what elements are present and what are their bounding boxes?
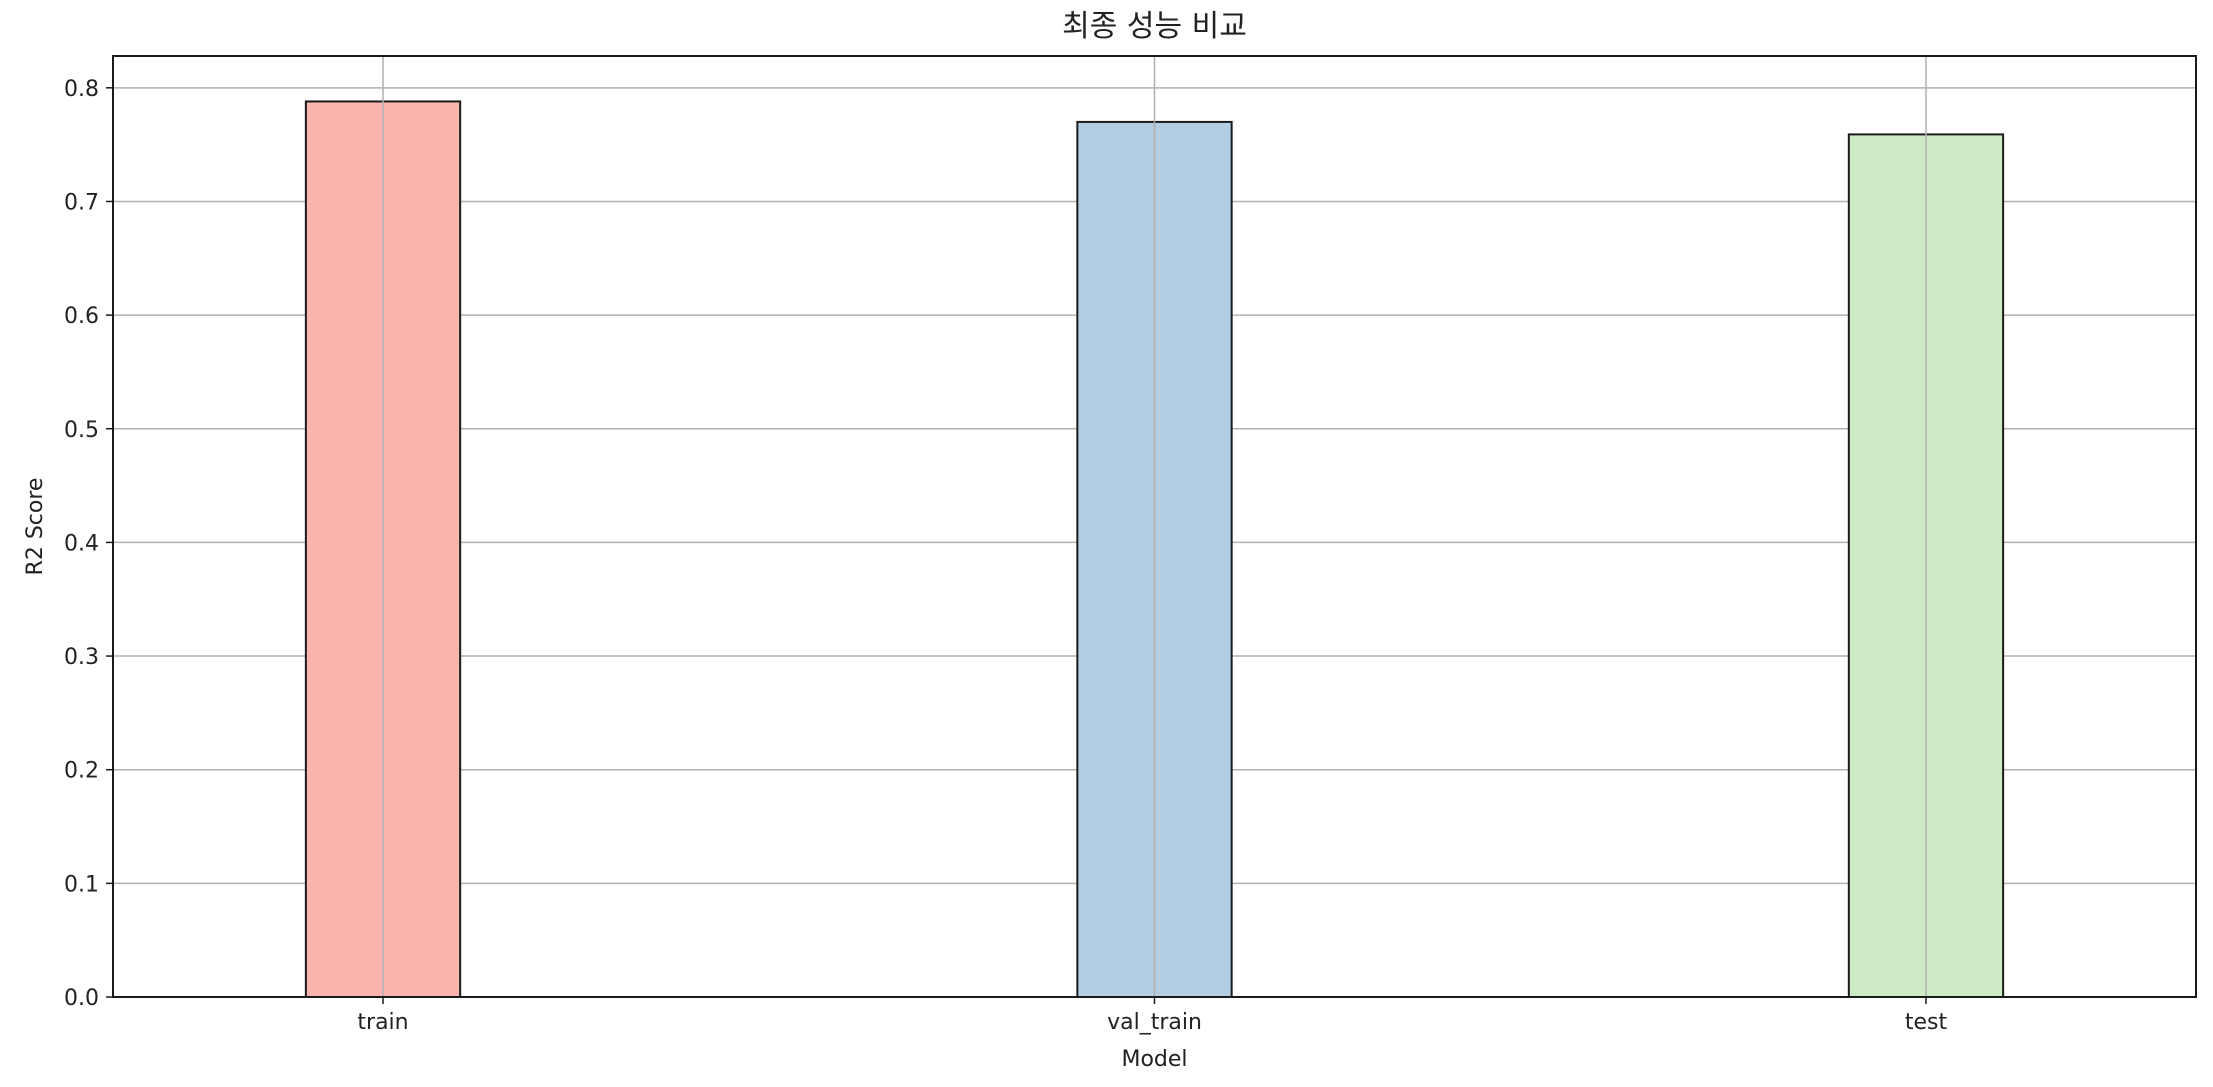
vertical-grid-layer <box>382 56 1927 997</box>
y-tick-label: 0.7 <box>64 190 99 215</box>
x-axis-label: Model <box>1121 1047 1187 1072</box>
x-tick-label: test <box>1905 1010 1948 1035</box>
ticks-layer: 0.0 0.1 0.2 0.3 0.4 0.5 0.6 0.7 0.8 train val_trai… <box>64 77 1947 1035</box>
chart-title: 최종 성능 비교 <box>1062 9 1247 44</box>
y-tick-label: 0.4 <box>64 531 99 556</box>
y-tick-label: 0.2 <box>64 759 99 784</box>
y-tick-label: 0.1 <box>64 872 99 897</box>
x-tick-label: val_train <box>1107 1010 1202 1035</box>
y-tick-label: 0.0 <box>64 986 99 1011</box>
y-tick-label: 0.3 <box>64 645 99 670</box>
y-tick-label: 0.8 <box>64 77 99 102</box>
x-tick-label: train <box>357 1010 408 1035</box>
y-tick-label: 0.6 <box>64 304 99 329</box>
y-axis-label: R2 Score <box>23 478 48 576</box>
y-tick-label: 0.5 <box>64 418 99 443</box>
